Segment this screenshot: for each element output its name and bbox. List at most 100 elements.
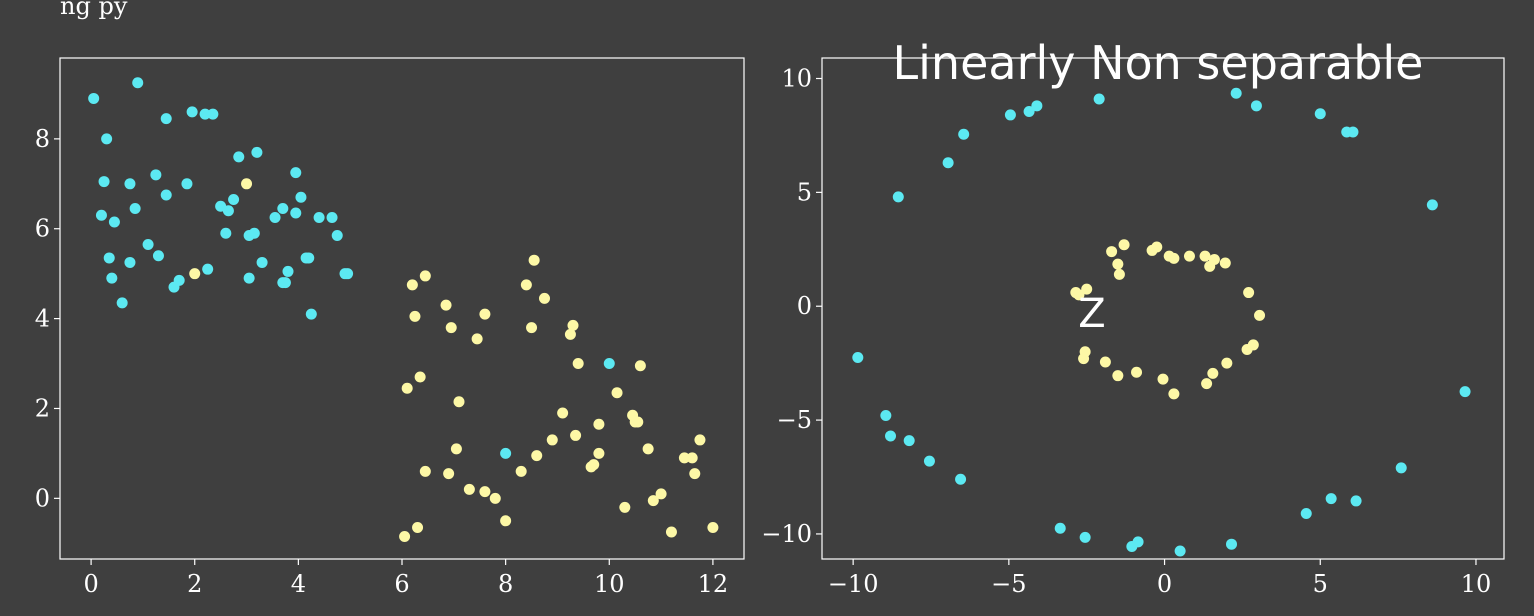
right-series-1-point [1168, 252, 1180, 264]
right-y-tick-label: −5 [777, 406, 812, 434]
right-series-0-point [1031, 100, 1043, 112]
right-series-1-point [1199, 250, 1211, 262]
left-x-tick-label: 0 [83, 570, 98, 598]
left-series-1-point [412, 522, 424, 534]
left-series-1-point [689, 468, 701, 480]
left-series-1-point [450, 443, 462, 455]
right-plot-points [852, 87, 1471, 557]
left-series-0-point [186, 106, 198, 118]
right-x-tick-label: −5 [991, 570, 1026, 598]
left-x-tick-label: 6 [394, 570, 409, 598]
left-series-1-point [593, 418, 605, 430]
left-series-1-point [489, 492, 501, 504]
right-series-0-point [892, 191, 904, 203]
left-series-1-point [642, 443, 654, 455]
left-series-1-point [572, 358, 584, 370]
left-series-1-point [665, 526, 677, 538]
left-series-1-point [520, 279, 532, 291]
right-series-0-point [1093, 93, 1105, 105]
left-series-1-point [655, 488, 667, 500]
right-series-0-point [1314, 108, 1326, 120]
left-series-0-point [295, 191, 307, 203]
left-series-1-point [406, 279, 418, 291]
right-series-1-point [1131, 366, 1143, 378]
right-series-0-point [852, 351, 864, 363]
left-plot-frame [59, 57, 745, 560]
left-series-0-point [269, 212, 281, 224]
right-x-tick-label: 5 [1313, 570, 1328, 598]
left-series-1-point [463, 483, 475, 495]
left-series-0-point [142, 238, 154, 250]
left-series-0-point [290, 207, 302, 219]
right-series-1-point [1207, 367, 1219, 379]
right-series-1-point [1201, 378, 1213, 390]
left-series-1-point [479, 486, 491, 498]
left-series-0-point [220, 227, 232, 239]
right-series-0-point [1004, 109, 1016, 121]
left-series-1-point [619, 501, 631, 513]
left-series-1-point [515, 465, 527, 477]
right-y-tick-label: −10 [761, 520, 812, 548]
left-series-0-point [160, 113, 172, 125]
right-series-0-point [1426, 199, 1438, 211]
left-series-0-point [243, 272, 255, 284]
left-series-0-point [603, 358, 615, 370]
left-series-1-point [445, 322, 457, 334]
left-series-0-point [326, 212, 338, 224]
left-plot-ticks: 0 2 4 6 8 10 12 0 2 4 6 8 [35, 125, 728, 598]
right-series-0-point [1459, 386, 1471, 398]
right-x-tick-label: −10 [828, 570, 879, 598]
right-series-1-point [1113, 268, 1125, 280]
right-series-1-point [1157, 373, 1169, 385]
left-series-1-point [678, 452, 690, 464]
left-series-0-point [88, 92, 100, 104]
left-series-1-point [647, 495, 659, 507]
right-series-1-point [1073, 289, 1085, 301]
right-series-1-point [1099, 356, 1111, 368]
left-series-0-point [168, 281, 180, 293]
left-series-0-point [277, 277, 289, 289]
left-series-1-point [567, 319, 579, 331]
left-series-0-point [303, 252, 315, 264]
left-series-0-point [233, 151, 245, 163]
left-series-1-point [241, 178, 253, 190]
right-series-0-point [923, 455, 935, 467]
left-series-0-point [256, 256, 268, 268]
right-plot-ticks: −10 −5 0 5 10 −10 −5 0 5 10 [761, 64, 1491, 598]
right-series-1-point [1243, 287, 1255, 299]
left-series-1-point [531, 450, 543, 462]
left-series-1-point [189, 268, 201, 280]
left-y-tick-label: 8 [35, 125, 50, 153]
right-x-tick-label: 10 [1461, 570, 1492, 598]
left-series-1-point [611, 387, 623, 399]
left-series-1-point [471, 333, 483, 345]
left-series-0-point [202, 263, 214, 275]
left-series-0-point [150, 169, 162, 181]
left-series-0-point [160, 189, 172, 201]
left-series-0-point [282, 265, 294, 277]
left-y-tick-label: 6 [35, 215, 50, 243]
left-plot: 0 2 4 6 8 10 12 0 2 4 6 8 [35, 57, 745, 598]
right-series-0-point [1350, 495, 1362, 507]
right-y-tick-label: 10 [781, 64, 812, 92]
right-series-0-point [1347, 126, 1359, 138]
right-series-1-point [1146, 244, 1158, 256]
left-series-1-point [629, 416, 641, 428]
left-series-1-point [453, 396, 465, 408]
right-series-1-point [1078, 353, 1090, 365]
left-series-1-point [539, 292, 550, 304]
left-series-1-point [686, 452, 698, 464]
right-series-0-point [880, 410, 892, 422]
left-series-1-point [399, 531, 411, 543]
left-series-0-point [277, 203, 289, 215]
right-plot-annotation: Z [1078, 291, 1105, 337]
left-x-tick-label: 10 [594, 570, 625, 598]
left-y-tick-label: 0 [35, 484, 50, 512]
right-series-1-point [1219, 257, 1231, 269]
left-series-1-point [409, 310, 421, 322]
left-series-0-point [103, 252, 115, 264]
left-plot-points [88, 77, 719, 543]
left-series-0-point [129, 203, 141, 215]
left-series-1-point [500, 515, 512, 527]
